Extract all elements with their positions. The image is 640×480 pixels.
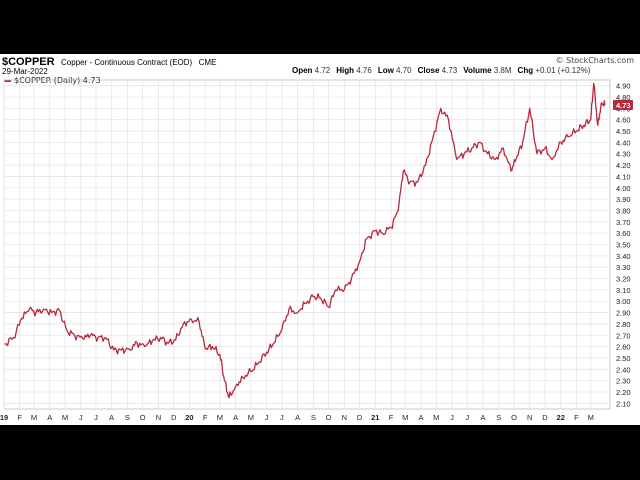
chart-date: 29-Mar-2022 xyxy=(2,67,48,76)
last-value-box xyxy=(613,99,633,110)
ohlc-label-low: Low xyxy=(377,66,397,75)
y-tick-label: 3.60 xyxy=(616,229,631,238)
x-tick-label: O xyxy=(326,413,332,422)
ohlc-readout: Open 4.72 High 4.76 Low 4.70 Close 4.73 Volu… xyxy=(292,66,596,75)
series-line-copper xyxy=(4,82,606,399)
x-tick-label: M xyxy=(248,413,254,422)
y-tick-label: 4.50 xyxy=(616,127,631,136)
ohlc-label-close: Close xyxy=(417,66,442,75)
y-tick-label: 4.60 xyxy=(616,116,631,125)
y-tick-label: 2.60 xyxy=(616,343,631,352)
exchange-label: CME xyxy=(198,58,217,67)
y-tick-label: 3.50 xyxy=(616,241,631,250)
y-tick-label: 2.20 xyxy=(616,388,631,397)
x-tick-label: 21 xyxy=(371,413,379,422)
y-tick-label: 2.50 xyxy=(616,354,631,363)
legend-label: $COPPER (Daily) 4.73 xyxy=(14,76,101,85)
ohlc-value-open: 4.72 xyxy=(314,66,331,75)
chart-panel: $COPPER Copper - Continuous Contract (EO… xyxy=(0,54,640,425)
y-tick-label: 2.10 xyxy=(616,399,631,408)
x-tick-label: S xyxy=(311,413,316,422)
x-tick-label: N xyxy=(156,413,161,422)
x-tick-label: A xyxy=(47,413,52,422)
y-tick-label: 2.70 xyxy=(616,331,631,340)
x-tick-label: M xyxy=(402,413,408,422)
x-tick-label: F xyxy=(389,413,394,422)
y-tick-label: 4.90 xyxy=(616,82,631,91)
ohlc-value-volume: 3.8M xyxy=(493,66,512,75)
x-tick-label: D xyxy=(542,413,548,422)
x-tick-label: N xyxy=(527,413,532,422)
chart-header: $COPPER Copper - Continuous Contract (EO… xyxy=(2,54,216,68)
x-tick-label: J xyxy=(94,413,98,422)
x-tick-label: M xyxy=(217,413,223,422)
ohlc-value-low: 4.70 xyxy=(396,66,412,75)
contract-description: Copper - Continuous Contract (EOD) xyxy=(61,58,193,67)
legend-swatch xyxy=(4,79,11,82)
ohlc-label-high: High xyxy=(336,66,357,75)
y-tick-label: 3.70 xyxy=(616,218,631,227)
x-tick-label: M xyxy=(433,413,439,422)
y-tick-label: 2.40 xyxy=(616,365,631,374)
x-tick-label: N xyxy=(342,413,347,422)
x-tick-label: O xyxy=(140,413,146,422)
y-tick-label: 3.10 xyxy=(616,286,631,295)
brand-watermark: © StockCharts.com xyxy=(555,56,634,65)
y-tick-label: 3.30 xyxy=(616,263,631,272)
x-tick-label: M xyxy=(62,413,68,422)
x-tick-label: 22 xyxy=(557,413,565,422)
y-tick-label: 4.80 xyxy=(616,93,631,102)
y-tick-label: 3.20 xyxy=(616,275,631,284)
y-tick-label: 2.90 xyxy=(616,309,631,318)
x-tick-label: J xyxy=(79,413,83,422)
x-tick-label: S xyxy=(125,413,130,422)
x-tick-label: J xyxy=(450,413,454,422)
x-tick-label: J xyxy=(265,413,269,422)
x-tick-label: O xyxy=(511,413,517,422)
ohlc-label-open: Open xyxy=(292,66,315,75)
y-tick-label: 4.10 xyxy=(616,172,631,181)
x-tick-label: F xyxy=(574,413,579,422)
x-tick-label: 19 xyxy=(0,413,8,422)
x-tick-label: A xyxy=(295,413,300,422)
y-tick-label: 3.00 xyxy=(616,297,631,306)
symbol-title: $COPPER xyxy=(2,56,55,68)
ohlc-label-volume: Volume xyxy=(463,66,494,75)
x-tick-label: 20 xyxy=(185,413,193,422)
x-tick-label: F xyxy=(17,413,22,422)
x-tick-label: A xyxy=(109,413,114,422)
ohlc-value-chg: +0.01 (+0.12%) xyxy=(535,66,591,75)
y-tick-label: 4.30 xyxy=(616,150,631,159)
ohlc-value-close: 4.73 xyxy=(441,66,458,75)
x-tick-label: F xyxy=(203,413,208,422)
x-tick-label: J xyxy=(465,413,469,422)
y-tick-label: 4.20 xyxy=(616,161,631,170)
y-tick-label: 2.80 xyxy=(616,320,631,329)
last-value-label: 4.73 xyxy=(616,101,631,110)
y-tick-label: 3.80 xyxy=(616,206,631,215)
y-tick-label: 4.00 xyxy=(616,184,631,193)
x-tick-label: S xyxy=(496,413,501,422)
x-tick-label: J xyxy=(280,413,284,422)
x-tick-label: D xyxy=(357,413,363,422)
y-tick-label: 4.40 xyxy=(616,138,631,147)
x-tick-label: M xyxy=(588,413,594,422)
x-tick-label: D xyxy=(171,413,177,422)
ohlc-value-high: 4.76 xyxy=(356,66,372,75)
y-tick-label: 3.90 xyxy=(616,195,631,204)
x-tick-label: A xyxy=(419,413,424,422)
y-tick-label: 2.30 xyxy=(616,377,631,386)
price-chart: 2.10 2.20 2.30 2.40 2.50 2.60 2.70 2.80 2.90 3.00… xyxy=(0,79,633,422)
x-tick-label: A xyxy=(233,413,238,422)
y-tick-label: 3.40 xyxy=(616,252,631,261)
ohlc-label-chg: Chg xyxy=(517,66,536,75)
x-tick-label: A xyxy=(481,413,486,422)
x-tick-label: M xyxy=(31,413,37,422)
legend: $COPPER (Daily) 4.73 xyxy=(4,76,101,85)
